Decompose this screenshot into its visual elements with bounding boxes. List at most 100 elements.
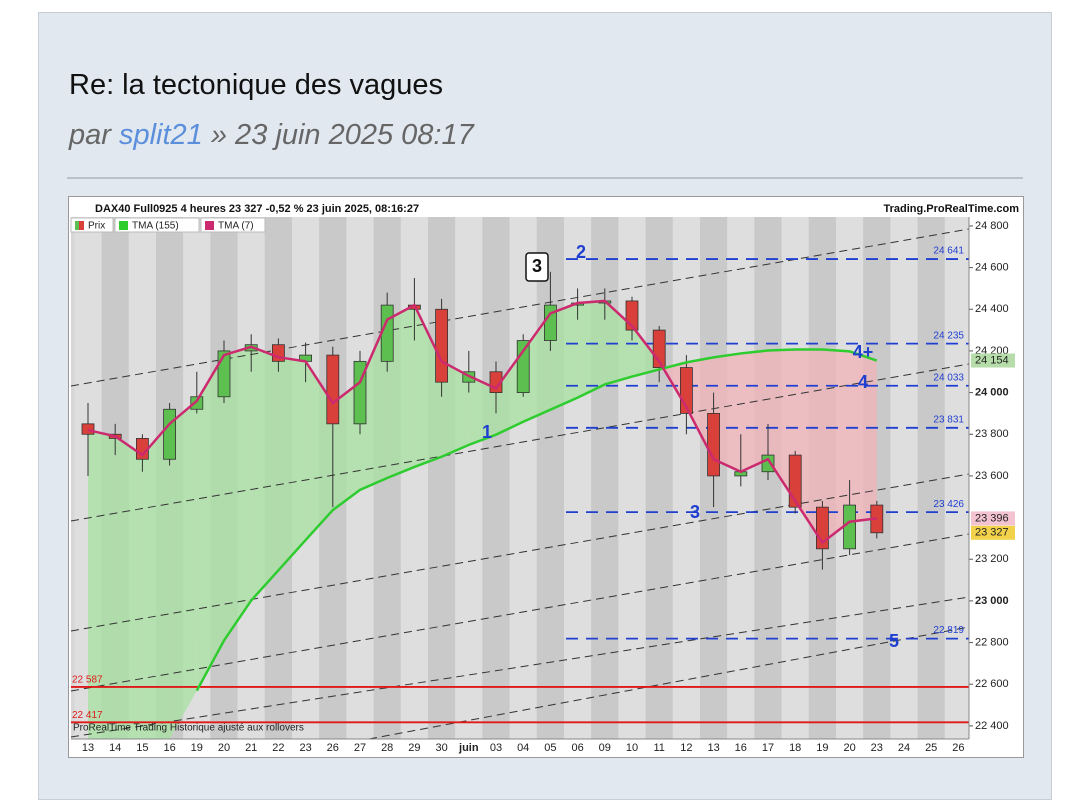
x-tick-label: 26 (327, 742, 339, 754)
day-band (509, 217, 537, 739)
plot: 24 641 24 235 24 033 23 831 23 426 22 819 22 5… (71, 225, 973, 727)
day-band (917, 217, 945, 739)
candle-body (516, 340, 530, 393)
tma-line (87, 299, 877, 545)
x-tick-label: 28 (381, 742, 393, 754)
trend-fill (387, 305, 415, 478)
trend-fill (224, 346, 252, 641)
level-label: 23 426 (933, 499, 964, 510)
trend-fill (88, 430, 116, 739)
trend-fill (523, 313, 551, 422)
x-tick-label: 19 (816, 742, 828, 754)
annotation: 5 (889, 631, 899, 651)
x-tick-label: 16 (735, 742, 747, 754)
annotation: 1 (482, 422, 492, 442)
trend-fill (305, 361, 333, 541)
legend-swatch (205, 221, 214, 230)
candle-body (326, 354, 340, 425)
x-tick-label: 04 (517, 742, 529, 754)
chart-source: Trading.ProRealTime.com (883, 203, 1019, 215)
legend-label: TMA (7) (218, 221, 254, 232)
trend-fill (414, 305, 442, 467)
post-title: Re: la tectonique des vagues (69, 69, 444, 101)
trend-fill (550, 303, 578, 410)
candle-body (217, 350, 231, 398)
annotation: 2 (576, 242, 586, 262)
y-tick-label: 24 000 (975, 387, 1009, 399)
y-tick-label: 22 400 (975, 720, 1009, 732)
x-tick-label: 20 (218, 742, 230, 754)
legend-box (114, 217, 200, 233)
x-tick-label: 18 (789, 742, 801, 754)
header-bar (69, 197, 1023, 217)
day-band (645, 217, 673, 739)
price-badge (971, 525, 1015, 540)
level-label: 24 641 (933, 246, 964, 257)
trend-fill (849, 351, 877, 522)
candle-body (380, 304, 394, 362)
trend-fill (577, 300, 605, 398)
by: par (69, 119, 111, 151)
candle-body (435, 308, 449, 383)
x-tick-label: 20 (843, 742, 855, 754)
x-tick-label: 17 (762, 742, 774, 754)
x-tick-label: 03 (490, 742, 502, 754)
x-tick-label: 13 (707, 742, 719, 754)
trend-fill (196, 355, 224, 691)
trend-fill (795, 349, 823, 543)
x-tick-label: 27 (354, 742, 366, 754)
channel-line (368, 626, 970, 740)
price-badge-label: 23 396 (975, 512, 1009, 524)
trend-fill (713, 353, 741, 472)
price-badge (971, 353, 1015, 368)
level-label: 24 033 (933, 372, 964, 383)
chart-title: DAX40 Full0925 4 heures 23 327 -0,52 % 2… (95, 203, 419, 215)
trend-fill (115, 436, 143, 739)
x-tick-label: 09 (599, 742, 611, 754)
trend-fill (768, 349, 796, 501)
candle-body (163, 408, 176, 460)
legend-swatch (119, 221, 128, 230)
level-label: 22 819 (933, 625, 964, 636)
y-tick-label: 23 600 (975, 470, 1009, 482)
y-tick-label: 22 800 (975, 636, 1009, 648)
x-tick-label: 24 (898, 742, 910, 754)
fills (88, 300, 877, 739)
trend-fill (441, 361, 469, 457)
trend-fill (740, 350, 768, 472)
legend-box (200, 217, 266, 233)
x-tick-label: 05 (544, 742, 556, 754)
x-tick-label: 29 (408, 742, 420, 754)
x-tick-label: 23 (299, 742, 311, 754)
day-band (890, 217, 918, 739)
trend-fill (278, 357, 306, 571)
candle-body (761, 454, 775, 473)
trend-fill (604, 300, 632, 385)
day-band (482, 217, 510, 739)
x-tick-label: 19 (191, 742, 203, 754)
trend-fill (360, 319, 388, 490)
author-link[interactable]: split21 (118, 119, 203, 151)
day-band (455, 217, 483, 739)
legend-label: TMA (155) (132, 221, 179, 232)
x-tick-label: 16 (163, 742, 175, 754)
annotation: 3 (532, 256, 542, 276)
y-tick-label: 22 600 (975, 678, 1009, 690)
legend-swatch (79, 221, 84, 230)
trend-fill (468, 375, 496, 445)
tma-line (195, 348, 878, 692)
trend-fill (822, 349, 850, 543)
x-tick-label: juin (458, 742, 479, 754)
level-label: 23 831 (933, 414, 964, 425)
candle-body (81, 423, 95, 435)
trend-fill (332, 382, 360, 511)
trend-fill (632, 325, 660, 377)
y-tick-label: 23 000 (975, 595, 1009, 607)
y-tick-label: 24 800 (975, 220, 1009, 232)
candle-body (707, 413, 720, 477)
annotation-box (525, 252, 549, 282)
x-tick-label: 10 (626, 742, 638, 754)
day-band (428, 217, 456, 739)
